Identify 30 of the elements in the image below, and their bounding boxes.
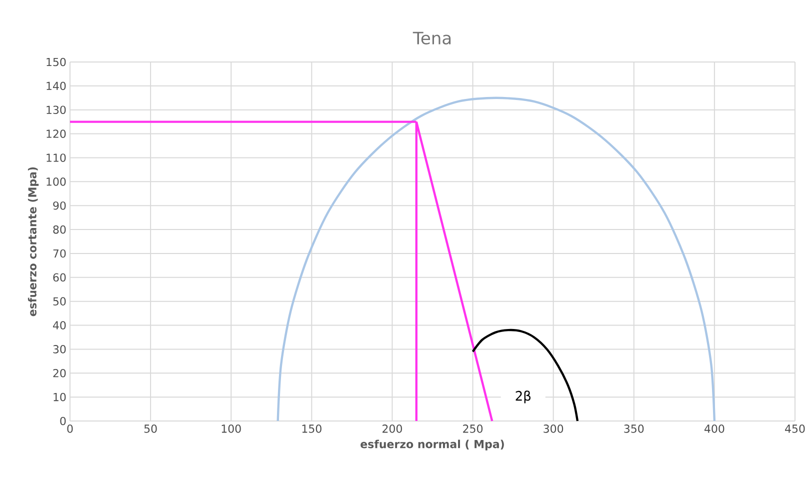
- y-tick-label: 150: [46, 58, 66, 66]
- y-axis-title: esfuerzo cortante (Mpa): [28, 167, 39, 316]
- x-tick-label: 0: [67, 424, 73, 433]
- x-tick-label: 350: [624, 424, 644, 433]
- y-tick-label: 0: [60, 416, 66, 426]
- x-tick-label: 400: [704, 424, 724, 433]
- y-tick-label: 40: [53, 321, 66, 330]
- y-tick-label: 90: [53, 201, 66, 210]
- x-tick-label: 50: [144, 424, 157, 433]
- x-tick-label: 200: [382, 424, 402, 433]
- x-tick-label: 250: [463, 424, 483, 433]
- x-tick-label: 450: [785, 424, 805, 433]
- y-tick-label: 20: [53, 368, 66, 378]
- y-tick-label: 100: [46, 178, 66, 186]
- y-tick-label: 10: [54, 392, 66, 402]
- x-axis-title: esfuerzo normal ( Mpa): [360, 440, 504, 450]
- y-tick-label: 120: [46, 130, 66, 138]
- y-tick-label: 80: [53, 225, 66, 234]
- y-tick-label: 70: [53, 249, 66, 258]
- x-tick-label: 300: [544, 424, 564, 433]
- x-tick-label: 100: [222, 424, 241, 433]
- y-tick-label: 140: [46, 82, 66, 90]
- y-tick-label: 130: [46, 106, 66, 114]
- y-tick-label: 30: [53, 345, 66, 354]
- chart-title: Tena: [412, 32, 451, 44]
- annotation: 2β: [516, 390, 530, 404]
- x-tick-label: 150: [302, 424, 322, 433]
- y-tick-label: 50: [53, 297, 66, 306]
- y-tick-label: 110: [46, 154, 66, 162]
- y-tick-label: 60: [53, 273, 66, 282]
